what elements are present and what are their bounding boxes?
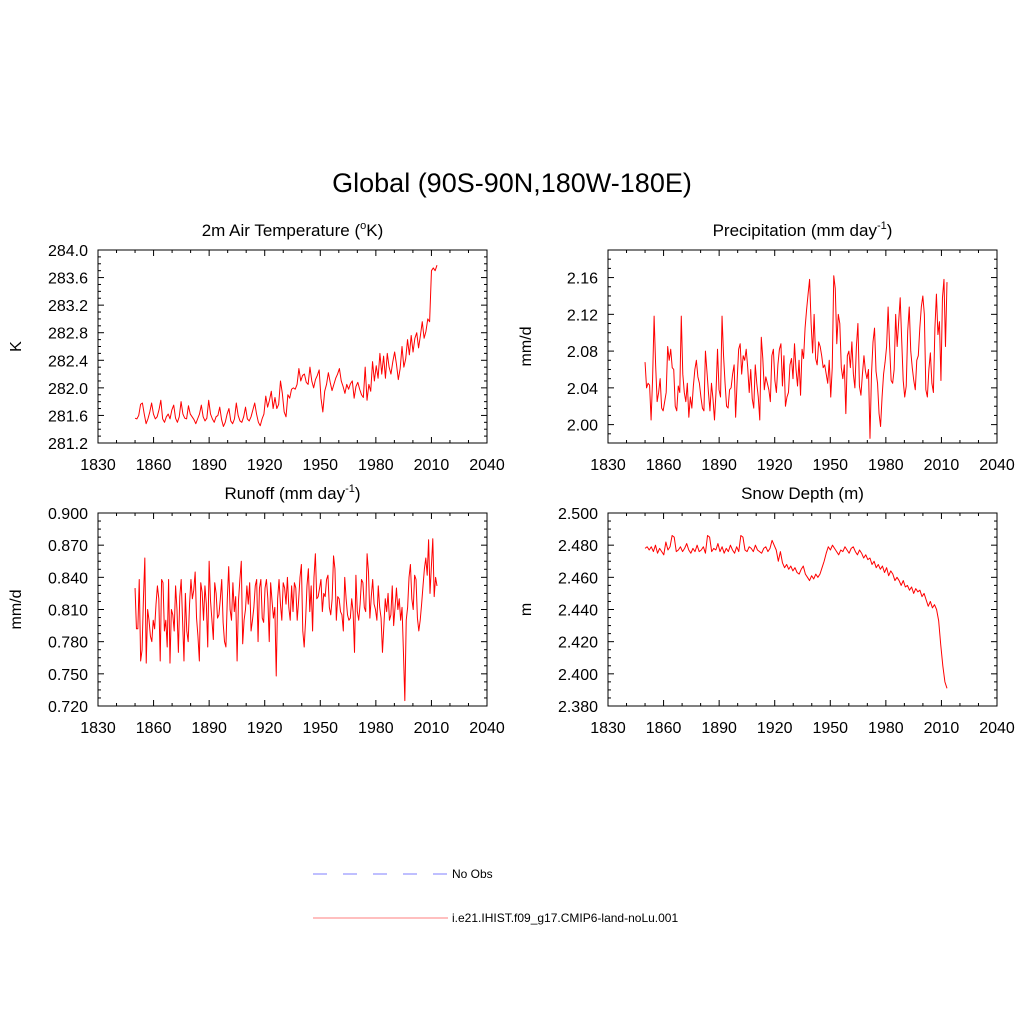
x-tick-label: 1890 <box>191 720 227 737</box>
x-tick-label: 2040 <box>979 720 1015 737</box>
y-tick-label: 2.400 <box>558 667 598 684</box>
panel-title-main: Runoff (mm day <box>224 484 345 503</box>
y-tick-label: 282.4 <box>48 353 88 370</box>
x-tick-label: 1980 <box>358 457 394 474</box>
x-tick-label: 1950 <box>302 720 338 737</box>
y-tick-label: 2.12 <box>567 307 598 324</box>
y-tick-label: 282.8 <box>48 326 88 343</box>
x-tick-label: 2010 <box>924 720 960 737</box>
x-tick-label: 1890 <box>191 457 227 474</box>
x-tick-label: 2010 <box>414 457 450 474</box>
y-axis-label: K <box>8 341 25 352</box>
panel-title-superscript: -1 <box>877 220 887 232</box>
y-tick-label: 0.810 <box>48 603 88 620</box>
x-tick-label: 1920 <box>247 720 283 737</box>
x-tick-label: 1860 <box>646 457 682 474</box>
panel-title: 2m Air Temperature (oK) <box>202 220 384 240</box>
y-tick-label: 281.6 <box>48 408 88 425</box>
y-tick-label: 2.00 <box>567 418 598 435</box>
x-tick-label: 2040 <box>469 457 505 474</box>
panel-title-tail: ) <box>887 221 893 240</box>
y-tick-label: 0.720 <box>48 699 88 716</box>
plot-frame <box>97 249 488 444</box>
x-tick-label: 1980 <box>868 457 904 474</box>
x-tick-label: 1860 <box>136 720 172 737</box>
x-tick-label: 1950 <box>812 457 848 474</box>
x-tick-label: 1920 <box>247 457 283 474</box>
y-tick-label: 0.780 <box>48 635 88 652</box>
y-tick-label: 2.380 <box>558 699 598 716</box>
series-line <box>644 535 948 689</box>
y-axis-label: m <box>518 603 535 616</box>
panel-title-main: 2m Air Temperature ( <box>202 221 361 240</box>
panel-title-main: Precipitation (mm day <box>713 221 878 240</box>
x-tick-label: 2040 <box>979 457 1015 474</box>
x-tick-label: 1920 <box>757 720 793 737</box>
panel-title-tail: K) <box>366 221 383 240</box>
x-tick-label: 2010 <box>414 720 450 737</box>
x-tick-label: 1920 <box>757 457 793 474</box>
y-tick-label: 2.04 <box>567 381 598 398</box>
panel-title-superscript: -1 <box>345 483 355 495</box>
x-tick-label: 2010 <box>924 457 960 474</box>
y-tick-label: 2.08 <box>567 344 598 361</box>
y-tick-label: 0.750 <box>48 667 88 684</box>
y-tick-label: 2.460 <box>558 570 598 587</box>
panel-title-superscript: o <box>360 220 366 232</box>
y-tick-label: 283.2 <box>48 298 88 315</box>
y-tick-label: 2.420 <box>558 635 598 652</box>
x-tick-label: 1980 <box>868 720 904 737</box>
panel-title: Precipitation (mm day-1) <box>713 220 893 240</box>
x-tick-label: 2040 <box>469 720 505 737</box>
series-line <box>134 538 438 702</box>
x-tick-label: 1980 <box>358 720 394 737</box>
x-tick-label: 1890 <box>701 457 737 474</box>
x-tick-label: 1950 <box>302 457 338 474</box>
x-tick-label: 1860 <box>136 457 172 474</box>
page-title: Global (90S-90N,180W-180E) <box>332 168 692 198</box>
y-tick-label: 284.0 <box>48 243 88 260</box>
y-tick-label: 0.900 <box>48 506 88 523</box>
series-line <box>134 265 438 427</box>
x-tick-label: 1890 <box>701 720 737 737</box>
x-tick-label: 1830 <box>590 457 626 474</box>
panel-title-main: Snow Depth (m) <box>741 484 864 503</box>
y-tick-label: 2.480 <box>558 538 598 555</box>
y-tick-label: 281.2 <box>48 436 88 453</box>
x-tick-label: 1950 <box>812 720 848 737</box>
y-axis-label: mm/d <box>8 590 25 630</box>
y-axis-label: mm/d <box>518 327 535 367</box>
series-line <box>644 275 948 439</box>
y-tick-label: 283.6 <box>48 271 88 288</box>
panel-title: Snow Depth (m) <box>741 484 864 503</box>
panel-title: Runoff (mm day-1) <box>224 483 360 503</box>
y-tick-label: 282.0 <box>48 381 88 398</box>
y-tick-label: 0.840 <box>48 570 88 587</box>
x-tick-label: 1830 <box>80 720 116 737</box>
y-tick-label: 0.870 <box>48 538 88 555</box>
y-tick-label: 2.16 <box>567 271 598 288</box>
x-tick-label: 1830 <box>80 457 116 474</box>
y-tick-label: 2.500 <box>558 506 598 523</box>
panel-title-tail: ) <box>355 484 361 503</box>
x-tick-label: 1860 <box>646 720 682 737</box>
x-tick-label: 1830 <box>590 720 626 737</box>
plot-frame <box>607 249 998 444</box>
y-tick-label: 2.440 <box>558 603 598 620</box>
